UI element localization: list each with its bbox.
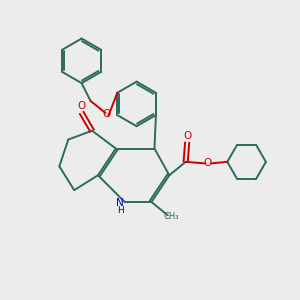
Text: O: O: [103, 109, 111, 119]
Text: O: O: [183, 131, 191, 141]
Text: CH₃: CH₃: [164, 212, 179, 221]
Text: H: H: [117, 206, 124, 215]
Text: O: O: [204, 158, 212, 168]
Text: O: O: [77, 101, 85, 111]
Text: N: N: [116, 198, 124, 208]
